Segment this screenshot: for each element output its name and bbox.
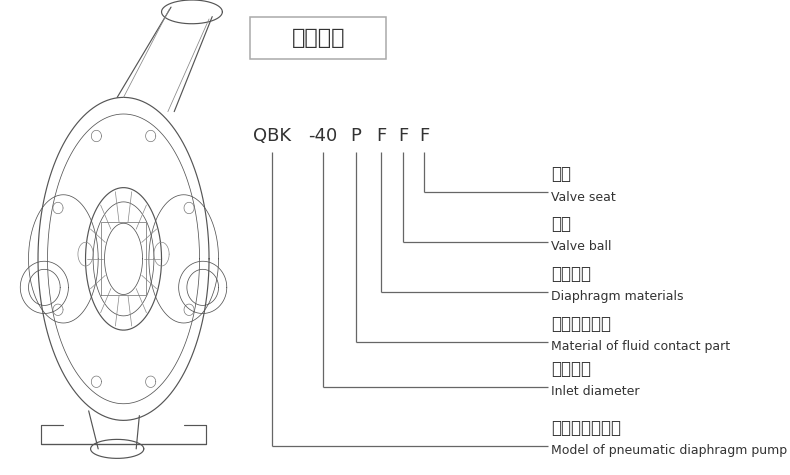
Text: QBK: QBK <box>254 127 292 145</box>
Text: Valve seat: Valve seat <box>551 190 616 204</box>
Text: 型号说明: 型号说明 <box>292 28 345 48</box>
Text: 过流部件材质: 过流部件材质 <box>551 315 611 333</box>
Text: 阀座: 阀座 <box>551 165 571 183</box>
Text: -40: -40 <box>308 127 337 145</box>
Text: Model of pneumatic diaphragm pump: Model of pneumatic diaphragm pump <box>551 444 788 457</box>
Text: Material of fluid contact part: Material of fluid contact part <box>551 340 730 353</box>
Text: F: F <box>397 127 408 145</box>
Text: P: P <box>351 127 362 145</box>
Text: Valve ball: Valve ball <box>551 240 611 254</box>
Bar <box>250 17 386 59</box>
Text: F: F <box>419 127 430 145</box>
Text: 进料口径: 进料口径 <box>551 360 591 378</box>
Text: F: F <box>376 127 386 145</box>
Text: Inlet diameter: Inlet diameter <box>551 385 640 399</box>
Text: 气动隔膜泵型号: 气动隔膜泵型号 <box>551 418 621 437</box>
Text: Diaphragm materials: Diaphragm materials <box>551 290 683 304</box>
Text: 阀球: 阀球 <box>551 215 571 233</box>
Text: 隔膜材质: 隔膜材质 <box>551 265 591 283</box>
